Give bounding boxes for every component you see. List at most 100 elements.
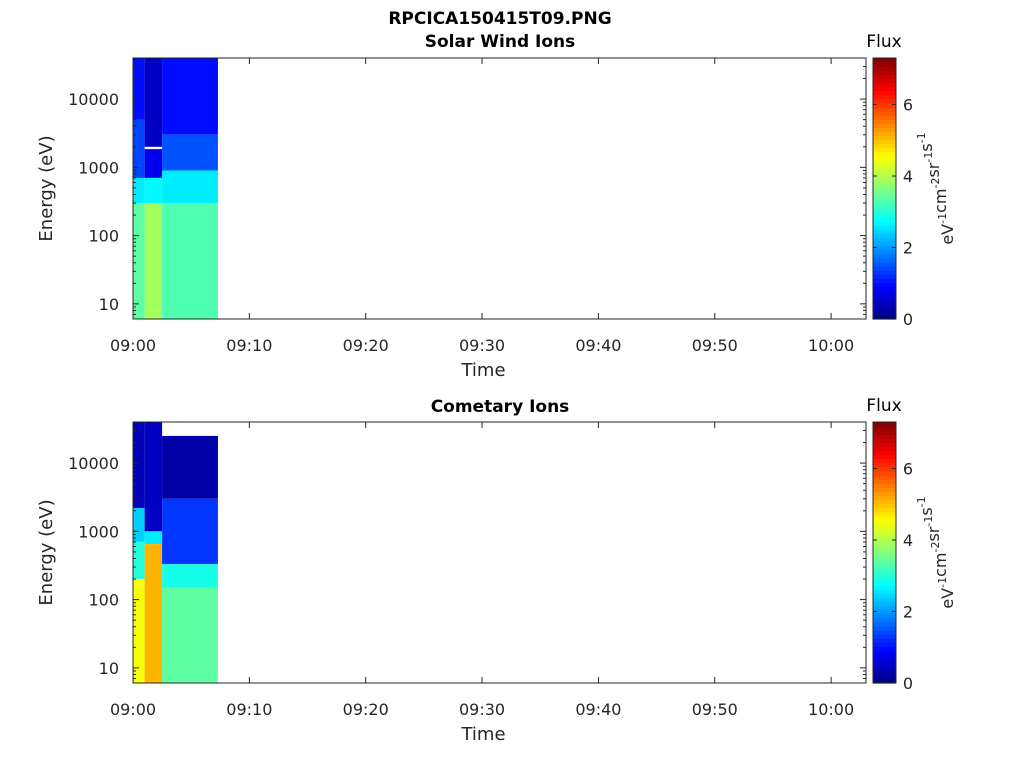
colorbar-segment [873,270,896,275]
heatmap-cell [162,58,218,135]
colorbar-segment [873,438,896,443]
colorbar-segment [873,159,896,165]
colorbar-segment [873,70,896,75]
heatmap-cell [162,564,218,588]
colorbar-tick-label: 4 [903,531,913,550]
figure-title: RPCICA150415T09.PNG [388,9,611,29]
colorbar-segment [873,475,896,480]
colorbar-segment [873,532,896,537]
colorbar-segment [873,458,896,464]
colorbar-segment [873,564,896,570]
colorbar-segment [873,491,896,497]
colorbar-segment [873,495,896,501]
colorbar-segment [873,90,896,96]
unit-symbol: eV [938,224,957,245]
colorbar-segment [873,102,896,108]
colorbar-segment [873,576,896,582]
panel-title: Solar Wind Ions [425,32,576,52]
colorbar-segment [873,499,896,505]
x-axis-label: Time [460,724,505,745]
panel-title: Cometary Ions [431,397,570,417]
colorbar-segment [873,164,896,169]
heatmap-cell [133,203,145,319]
heatmap-cell [162,435,218,499]
colorbar-segment [873,217,896,222]
heatmap [133,422,218,683]
heatmap-cell [144,203,163,319]
colorbar-segment [873,617,896,623]
colorbar-segment [873,585,896,590]
colorbar-segment [873,470,896,476]
colorbar-tick-label: 4 [903,167,913,186]
colorbar-segment [873,208,896,214]
x-tick-label: 09:00 [110,700,156,719]
colorbar-segment [873,168,896,173]
colorbar-segment [873,290,896,296]
y-tick-label: 1000 [78,522,119,541]
colorbar-segment [873,589,896,594]
colorbar-segment [873,479,896,484]
colorbar-title: Flux [866,32,901,52]
colorbar-segment [873,143,896,149]
colorbar-segment [873,642,896,647]
x-tick-label: 09:10 [226,700,272,719]
colorbar-segment [873,503,896,509]
heatmap [133,58,218,319]
colorbar-segment [873,147,896,153]
heatmap-cell [133,58,145,120]
colorbar-segment [873,605,896,611]
colorbar-segment [873,662,896,668]
colorbar-tick-label: 2 [903,238,913,257]
colorbar-tick-label: 2 [903,602,913,621]
colorbar-segment [873,621,896,627]
colorbar-segment [873,544,896,550]
x-axis-label: Time [460,360,505,381]
colorbar-segment [873,274,896,279]
colorbar-segment [873,82,896,88]
unit-symbol: s [917,507,936,515]
heatmap-cell [144,531,163,545]
heatmap-cell [162,203,218,319]
colorbar-segment [873,634,896,639]
colorbar-segment [873,629,896,635]
colorbar-unit-label: eV-1cm-2sr-1s-1 [915,496,957,608]
colorbar-segment [873,294,896,300]
colorbar-segment [873,180,896,186]
colorbar-segment [873,581,896,586]
colorbar-segment [873,172,896,177]
colorbar-tick-label: 0 [903,674,913,693]
colorbar-segment [873,257,896,263]
colorbar-segment [873,507,896,513]
x-tick-label: 09:20 [343,700,389,719]
colorbar-segment [873,74,896,79]
heatmap-cell [144,58,163,147]
colorbar-segment [873,466,896,472]
colorbar-tick-label: 6 [903,95,913,114]
unit-symbol: sr [924,526,943,541]
colorbar-title: Flux [866,396,901,416]
plot-frame [132,57,867,320]
colorbar-segment [873,511,896,517]
colorbar-segment [873,674,896,680]
colorbar-segment [873,94,896,100]
colorbar-segment [873,601,896,607]
colorbar-segment [873,654,896,660]
colorbar-segment [873,442,896,448]
colorbar-frame [872,421,897,684]
unit-symbol: cm [931,553,950,577]
colorbar-segment [873,666,896,672]
plot-frame [132,421,867,684]
colorbar-segment [873,86,896,92]
colorbar-segment [873,131,896,137]
colorbar-segment [873,106,896,112]
colorbar-segment [873,245,896,251]
colorbar-segment [873,670,896,676]
colorbar-segment [873,196,896,202]
x-tick-label: 09:40 [575,336,621,355]
heatmap-cell [133,507,145,542]
y-tick-label: 10000 [68,454,119,473]
colorbar-segment [873,192,896,198]
heatmap-cell [133,541,145,580]
colorbar-segment [873,483,896,488]
